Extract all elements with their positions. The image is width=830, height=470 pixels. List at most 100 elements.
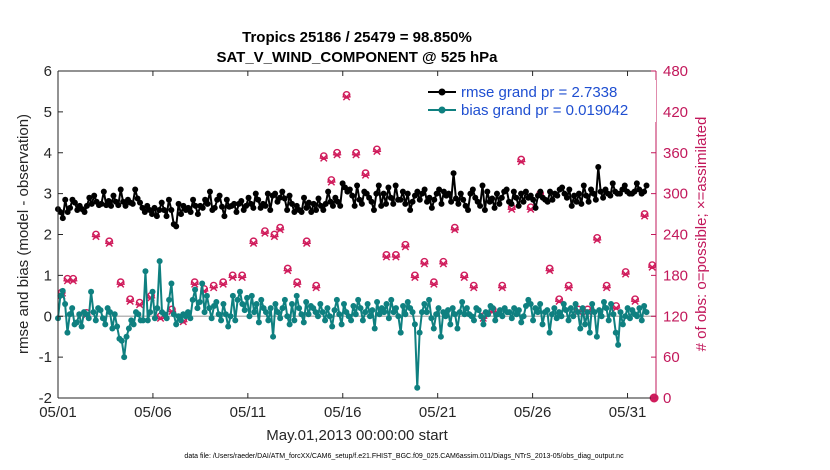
rmse-point — [351, 202, 358, 209]
bias-point — [296, 305, 303, 312]
bias-point — [433, 311, 440, 318]
bias-point — [236, 288, 243, 295]
rmse-point — [199, 204, 206, 211]
rmse-point — [115, 202, 122, 209]
bias-point — [463, 305, 470, 312]
rmse-point — [641, 188, 648, 195]
obs-possible-marker — [276, 223, 285, 232]
obs-assimilated-marker — [228, 273, 237, 282]
rmse-point — [368, 198, 375, 205]
rmse-point — [455, 200, 462, 207]
obs-assimilated-marker — [135, 300, 144, 309]
rmse-point — [284, 206, 291, 213]
bias-point — [605, 317, 612, 324]
bias-point — [76, 311, 83, 318]
bias-point — [437, 333, 444, 340]
bias-point — [603, 305, 610, 312]
bias-point — [168, 280, 175, 287]
y-axis-right-label: # of obs: o=possible; ×=assimilated — [693, 117, 710, 352]
obs-assimilated-marker — [116, 280, 125, 288]
bias-point — [492, 317, 499, 324]
rmse-point — [518, 190, 525, 197]
rmse-point — [431, 196, 438, 203]
bias-point — [246, 313, 253, 320]
rmse-point — [192, 202, 199, 209]
bias-point — [404, 298, 411, 305]
bias-point — [626, 315, 633, 322]
rmse-point — [243, 202, 250, 209]
obs-possible-marker — [411, 271, 419, 280]
rmse-point — [322, 200, 329, 207]
rmse-point — [489, 195, 496, 202]
obs-assimilated-marker — [592, 236, 602, 244]
rmse-point — [346, 186, 353, 193]
bias-point — [274, 309, 281, 316]
rmse-point — [479, 182, 486, 189]
y-right-tick-label: 240 — [663, 227, 688, 244]
bias-point — [565, 317, 572, 324]
rmse-point — [643, 182, 650, 189]
obs-assimilated-marker — [319, 154, 328, 162]
y-tick-label: 2 — [44, 227, 52, 244]
obs-possible-marker — [517, 155, 526, 164]
bias-point — [624, 305, 631, 312]
bias-point — [199, 280, 206, 287]
rmse-point — [308, 209, 315, 216]
bias-point — [267, 305, 274, 312]
rmse-point — [313, 206, 320, 213]
rmse-point — [354, 182, 361, 189]
bias-point — [322, 317, 329, 324]
rmse-point — [448, 198, 455, 205]
y-right-tick-label: 300 — [663, 186, 688, 203]
bias-point — [154, 305, 161, 312]
rmse-point — [303, 204, 310, 211]
bias-point — [544, 307, 551, 314]
obs-assimilated-marker — [260, 229, 270, 237]
rmse-point — [568, 202, 575, 209]
rmse-point — [190, 196, 197, 203]
obs-possible-marker — [116, 278, 125, 287]
rmse-point — [397, 196, 404, 203]
bias-point — [118, 337, 125, 344]
rmse-point — [563, 194, 570, 201]
rmse-point — [609, 180, 616, 187]
rmse-point — [211, 204, 218, 211]
obs-possible-marker — [190, 278, 199, 287]
rmse-point — [438, 200, 445, 207]
bias-point — [577, 325, 584, 332]
rmse-point — [503, 186, 510, 193]
bias-point — [459, 298, 466, 305]
bias-point — [416, 329, 423, 336]
bias-point — [241, 307, 248, 314]
chart-title: Tropics 25186 / 25479 = 98.850% — [242, 29, 472, 46]
series-lines — [55, 164, 650, 391]
rmse-point — [329, 202, 336, 209]
rmse-point — [149, 211, 156, 218]
bias-point — [149, 288, 156, 295]
bias-point — [582, 321, 589, 328]
bias-point — [558, 313, 565, 320]
legend-bias-label: bias grand pr = 0.019042 — [461, 102, 628, 119]
obs-assimilated-marker — [293, 280, 302, 288]
bias-point — [551, 305, 558, 312]
bias-point — [109, 325, 116, 332]
obs-possible-marker — [92, 230, 100, 239]
bias-point — [388, 296, 395, 303]
obs-assimilated-marker — [209, 283, 218, 292]
rmse-point — [559, 184, 566, 191]
obs-possible-marker — [450, 223, 459, 232]
bias-point — [534, 309, 541, 316]
bias-point — [371, 325, 378, 332]
rmse-point — [469, 186, 476, 193]
rmse-point — [575, 190, 582, 197]
legend-rmse-label: rmse grand pr = 2.7338 — [461, 84, 617, 101]
rmse-point — [510, 188, 517, 195]
rmse-point — [337, 202, 344, 209]
obs-possible-marker — [640, 210, 649, 218]
rmse-point — [580, 182, 587, 189]
rmse-point — [216, 192, 223, 199]
bias-point — [366, 313, 373, 320]
bias-point — [73, 319, 80, 326]
obs-assimilated-marker — [498, 283, 507, 292]
bias-point — [615, 341, 622, 348]
